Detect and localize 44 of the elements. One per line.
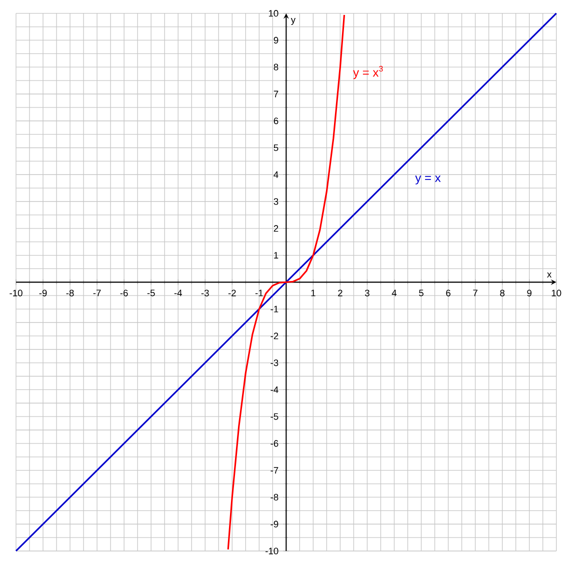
- y-tick-label: 2: [274, 224, 278, 232]
- x-tick-label: -3: [201, 290, 209, 296]
- y-tick-label: -4: [270, 386, 278, 393]
- y-tick-label: 7: [274, 90, 278, 98]
- x-tick-label: 2: [338, 290, 342, 296]
- y-tick-label: -3: [270, 359, 278, 366]
- y-tick-label: 6: [274, 117, 278, 124]
- x-tick-label: -10: [10, 290, 22, 296]
- y-tick-label: -10: [266, 548, 278, 554]
- y-tick-label: 4: [274, 171, 278, 178]
- x-tick-label: -5: [147, 290, 155, 296]
- x-tick-label: 7: [473, 290, 478, 296]
- x-axis-title: x: [547, 272, 552, 278]
- series-label: y = x: [415, 175, 441, 184]
- x-tick-label: 8: [500, 290, 504, 296]
- x-tick-label: 3: [364, 290, 370, 296]
- y-tick-label: 9: [274, 36, 278, 44]
- y-tick-label: -8: [270, 494, 278, 500]
- x-tick-label: -8: [66, 290, 74, 296]
- x-tick-label: 1: [311, 290, 316, 296]
- y-tick-label: 1: [274, 252, 278, 258]
- y-tick-label: -6: [270, 440, 278, 447]
- y-tick-label: 10: [268, 10, 278, 16]
- y-tick-label: -7: [270, 466, 278, 474]
- y-tick-label: 8: [274, 64, 278, 70]
- x-tick-label: -4: [174, 290, 182, 296]
- x-tick-label: 9: [527, 290, 532, 296]
- y-tick-label: -2: [270, 332, 278, 340]
- y-tick-label: 5: [274, 144, 278, 151]
- x-tick-label: -1: [255, 290, 263, 296]
- x-tick-label: -7: [93, 290, 101, 296]
- x-tick-label: -9: [39, 290, 47, 296]
- x-tick-label: -6: [120, 290, 128, 296]
- y-axis-title: y: [290, 18, 296, 25]
- x-tick-label: 5: [419, 290, 424, 296]
- x-tick-label: 10: [552, 290, 562, 296]
- series-label: y = x$^{3}$: [353, 66, 383, 79]
- y-tick-label: -1: [270, 306, 278, 312]
- y-tick-label: -5: [270, 413, 278, 420]
- y-tick-label: 3: [274, 198, 278, 205]
- x-tick-label: 4: [392, 290, 397, 296]
- x-tick-label: 6: [446, 290, 450, 296]
- y-tick-label: -9: [270, 520, 278, 528]
- x-tick-label: -2: [228, 290, 236, 296]
